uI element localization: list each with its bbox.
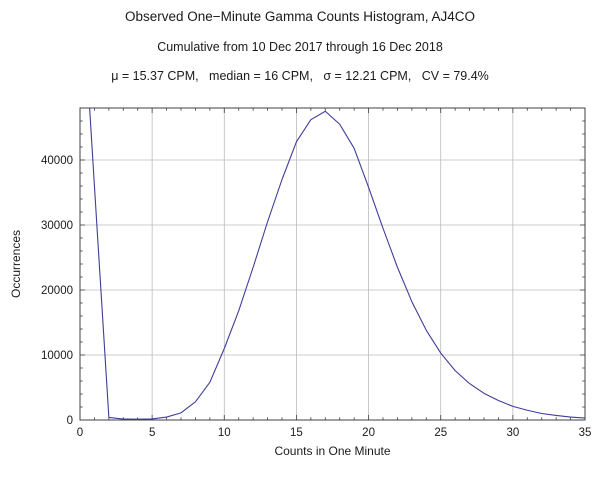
histogram-curve xyxy=(89,108,585,420)
y-tick-label: 30000 xyxy=(41,220,73,232)
x-tick-label: 10 xyxy=(218,427,231,439)
chart-title: Observed One−Minute Gamma Counts Histogr… xyxy=(124,9,476,24)
x-tick-label: 0 xyxy=(77,427,83,439)
x-tick-label: 20 xyxy=(362,427,375,439)
x-axis-label: Counts in One Minute xyxy=(274,444,390,458)
x-tick-label: 25 xyxy=(434,427,447,439)
y-tick-label: 20000 xyxy=(41,285,73,297)
x-tick-label: 5 xyxy=(149,427,155,439)
x-tick-label: 35 xyxy=(579,427,592,439)
chart-stats: μ = 15.37 CPM, median = 16 CPM, σ = 12.2… xyxy=(111,69,489,83)
y-tick-label: 0 xyxy=(67,415,73,427)
y-axis-label: Occurrences xyxy=(9,230,23,298)
y-tick-label: 10000 xyxy=(41,350,73,362)
x-tick-label: 30 xyxy=(506,427,519,439)
plot-frame xyxy=(79,107,586,421)
x-tick-label: 15 xyxy=(290,427,303,439)
chart-subtitle: Cumulative from 10 Dec 2017 through 16 D… xyxy=(157,40,443,54)
y-tick-label: 40000 xyxy=(41,155,73,167)
